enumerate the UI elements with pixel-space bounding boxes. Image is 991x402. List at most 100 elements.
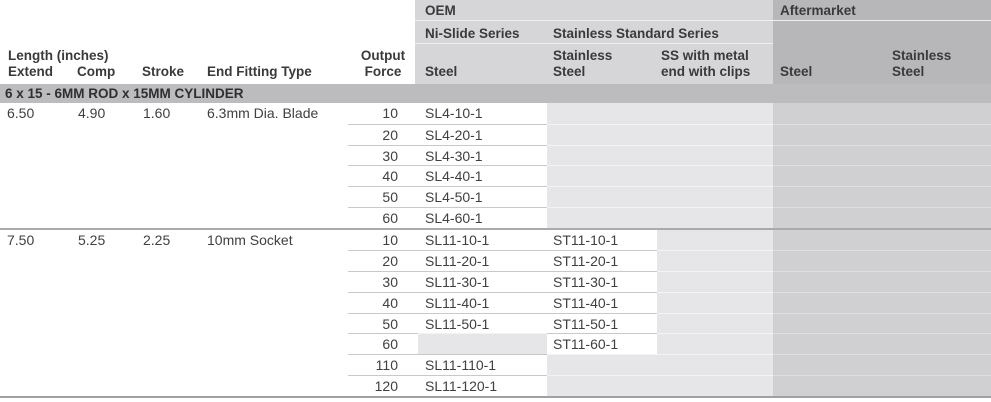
- part-cell-am-steel: [773, 186, 887, 207]
- stroke-cell: 1.60: [140, 103, 205, 228]
- col-header-aftermarket-stainless-steel: Stainless Steel: [892, 48, 951, 80]
- part-cell-oem-steel: SL11-40-1: [418, 291, 547, 313]
- part-cell-am-steel: [773, 354, 887, 375]
- part-cell-oem-steel: SL4-60-1: [418, 206, 547, 228]
- part-cell-oem-stainless: [547, 186, 657, 207]
- part-cell-oem-stainless: [547, 144, 657, 166]
- part-cell-oem-stainless: ST11-30-1: [547, 271, 657, 292]
- part-cell-oem-steel: SL4-30-1: [418, 144, 547, 166]
- part-cell-ss-clips: [657, 229, 773, 251]
- part-cell-oem-steel: SL11-50-1: [418, 312, 547, 334]
- part-cell-oem-stainless: ST11-20-1: [547, 250, 657, 271]
- oem-underline: [415, 20, 773, 21]
- output-force-cell: 110: [348, 354, 418, 375]
- am-stainless-line1: Stainless: [892, 48, 952, 63]
- output-force-cell: 40: [348, 291, 418, 313]
- output-force-line1: Output: [360, 48, 406, 63]
- part-cell-oem-stainless: [547, 206, 657, 228]
- part-cell-ss-clips: [657, 374, 773, 396]
- comp-cell: 4.90: [75, 103, 140, 228]
- part-cell-am-steel: [773, 312, 887, 334]
- part-cell-oem-stainless: [547, 103, 657, 124]
- part-cell-am-steel: [773, 103, 887, 124]
- output-force-cell: 20: [348, 123, 418, 145]
- series-underline: [415, 43, 773, 44]
- part-cell-ss-clips: [657, 165, 773, 186]
- ss-clips-line2: end with clips: [661, 64, 751, 79]
- aftermarket-header-block: [773, 0, 991, 84]
- oem-group-label: OEM: [425, 3, 456, 18]
- part-cell-am-stainless: [887, 374, 991, 396]
- part-cell-oem-steel: SL11-120-1: [418, 374, 547, 396]
- part-cell-oem-steel: SL11-20-1: [418, 250, 547, 271]
- output-force-line2: Force: [364, 64, 402, 79]
- part-cell-am-steel: [773, 206, 887, 228]
- output-force-cell: 30: [348, 271, 418, 292]
- part-cell-oem-stainless: ST11-50-1: [547, 312, 657, 334]
- part-cell-am-stainless: [887, 123, 991, 145]
- ni-slide-series-label: Ni-Slide Series: [425, 26, 520, 41]
- output-force-cell: 120: [348, 374, 418, 396]
- col-header-comp: Comp: [77, 64, 116, 79]
- output-force-cell: 10: [348, 103, 418, 124]
- stroke-cell: 2.25: [140, 229, 205, 396]
- part-cell-ss-clips: [657, 354, 773, 375]
- part-cell-oem-stainless: [547, 165, 657, 186]
- part-cell-am-steel: [773, 271, 887, 292]
- part-cell-am-stainless: [887, 186, 991, 207]
- part-cell-oem-stainless: ST11-40-1: [547, 291, 657, 313]
- part-cell-oem-steel: SL4-50-1: [418, 186, 547, 207]
- output-force-cell: 10: [348, 229, 418, 251]
- length-section-label: Length (inches): [8, 48, 109, 63]
- part-cell-am-stainless: [887, 291, 991, 313]
- part-cell-am-stainless: [887, 271, 991, 292]
- part-cell-am-stainless: [887, 206, 991, 228]
- part-cell-oem-steel: SL4-40-1: [418, 165, 547, 186]
- output-force-cell: 50: [348, 312, 418, 334]
- part-cell-am-steel: [773, 250, 887, 271]
- part-cell-ss-clips: [657, 291, 773, 313]
- part-cell-oem-stainless: [547, 354, 657, 375]
- part-cell-am-stainless: [887, 354, 991, 375]
- part-cell-oem-steel: [418, 333, 547, 354]
- col-header-oem-steel: Steel: [425, 64, 458, 79]
- spec-table-body: 6.50 4.90 1.60 6.3mm Dia. Blade 10 SL4-10-1 20…: [0, 103, 991, 398]
- part-cell-ss-clips: [657, 333, 773, 354]
- part-cell-am-stainless: [887, 165, 991, 186]
- comp-cell: 5.25: [75, 229, 140, 396]
- oem-header-block: [415, 0, 773, 84]
- part-cell-oem-steel: SL11-10-1: [418, 229, 547, 251]
- part-cell-am-steel: [773, 229, 887, 251]
- part-cell-am-stainless: [887, 312, 991, 334]
- part-cell-am-steel: [773, 291, 887, 313]
- part-cell-ss-clips: [657, 250, 773, 271]
- section-title-band: 6 x 15 - 6MM ROD x 15MM CYLINDER: [0, 84, 991, 103]
- part-cell-oem-steel: SL11-30-1: [418, 271, 547, 292]
- extend-cell: 6.50: [0, 103, 75, 228]
- aftermarket-underline: [773, 20, 991, 21]
- part-cell-am-stainless: [887, 333, 991, 354]
- part-cell-ss-clips: [657, 206, 773, 228]
- col-header-aftermarket-steel: Steel: [780, 64, 813, 79]
- part-cell-oem-stainless: ST11-60-1: [547, 333, 657, 354]
- oem-stainless-line2: Steel: [553, 64, 586, 79]
- part-cell-oem-stainless: [547, 123, 657, 145]
- col-header-end-fitting-type: End Fitting Type: [207, 64, 312, 79]
- fitting-cell: 6.3mm Dia. Blade: [205, 103, 348, 228]
- part-cell-oem-stainless: [547, 374, 657, 396]
- part-cell-ss-clips: [657, 186, 773, 207]
- output-force-cell: 60: [348, 206, 418, 228]
- part-cell-am-steel: [773, 144, 887, 166]
- output-force-cell: 50: [348, 186, 418, 207]
- part-cell-ss-clips: [657, 312, 773, 334]
- oem-stainless-line1: Stainless: [553, 48, 613, 63]
- spec-group-1: 7.50 5.25 2.25 10mm Socket 10 SL11-10-1 ST11-1…: [0, 227, 991, 398]
- part-cell-ss-clips: [657, 123, 773, 145]
- spec-group-0: 6.50 4.90 1.60 6.3mm Dia. Blade 10 SL4-10-1 20…: [0, 103, 991, 228]
- table-header: OEM Aftermarket Ni-Slide Series Stainles…: [0, 0, 991, 84]
- part-cell-am-steel: [773, 165, 887, 186]
- col-header-ss-with-clips: SS with metal end with clips: [661, 48, 750, 80]
- part-cell-ss-clips: [657, 103, 773, 124]
- part-cell-oem-steel: SL4-10-1: [418, 103, 547, 124]
